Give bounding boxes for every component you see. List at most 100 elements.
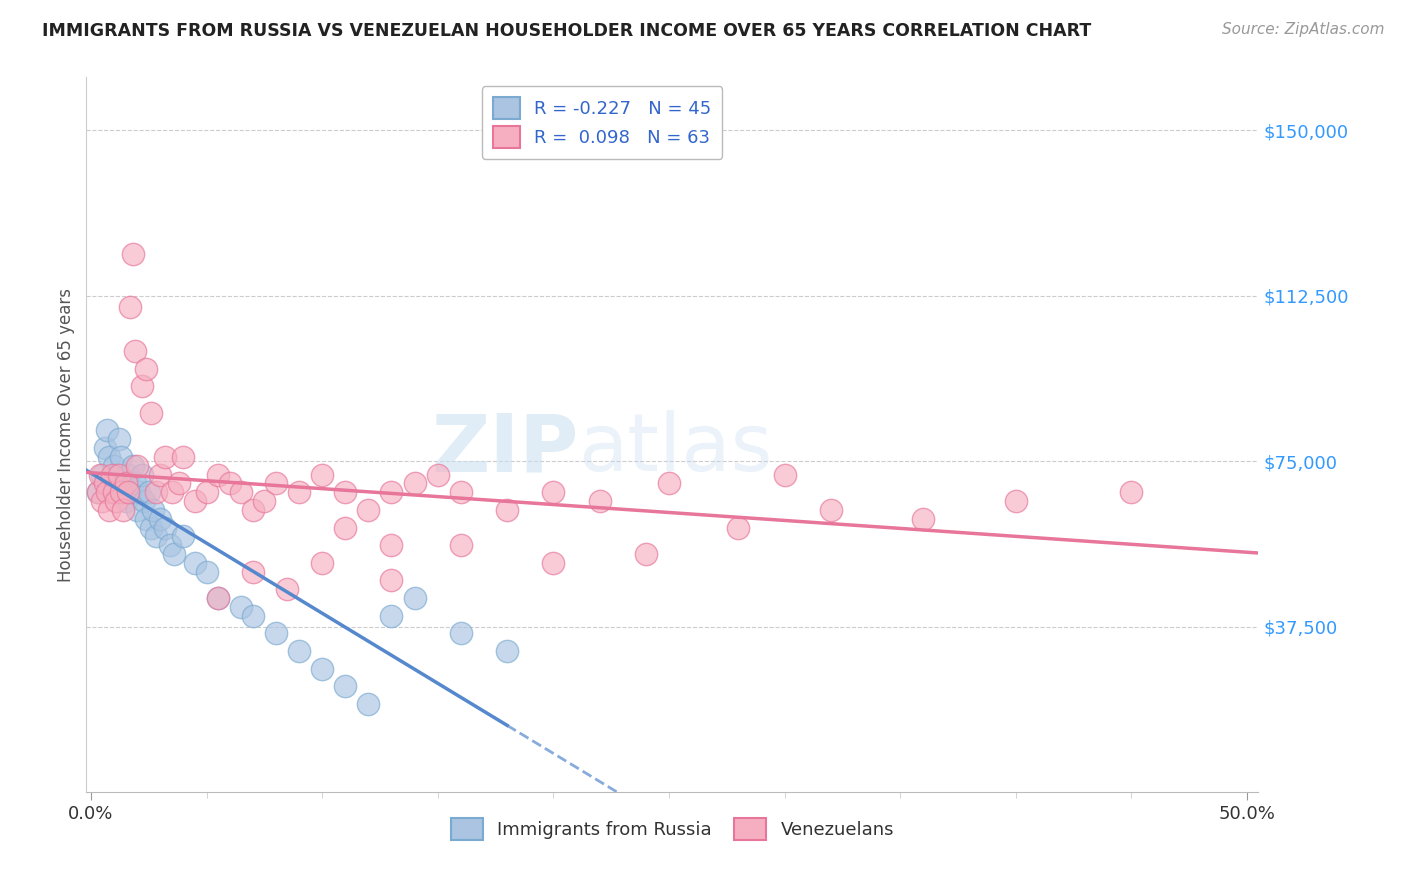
Point: [153, 450, 176, 464]
Point: [138, 485, 160, 500]
Point: [139, 406, 162, 420]
Point: [496, 644, 519, 658]
Point: [543, 485, 565, 500]
Point: [139, 520, 162, 534]
Point: [87, 485, 110, 500]
Point: [91, 467, 114, 482]
Point: [107, 467, 129, 482]
Point: [103, 485, 125, 500]
Point: [335, 679, 357, 693]
Point: [1121, 485, 1143, 500]
Point: [357, 697, 380, 711]
Point: [149, 512, 172, 526]
Point: [131, 379, 153, 393]
Point: [242, 608, 264, 623]
Point: [380, 538, 402, 552]
Point: [87, 485, 110, 500]
Point: [98, 450, 121, 464]
Point: [124, 476, 146, 491]
Text: ZIP: ZIP: [432, 410, 579, 488]
Text: Source: ZipAtlas.com: Source: ZipAtlas.com: [1222, 22, 1385, 37]
Point: [231, 599, 253, 614]
Point: [91, 494, 114, 508]
Point: [98, 503, 121, 517]
Point: [496, 503, 519, 517]
Point: [124, 344, 146, 359]
Point: [105, 494, 128, 508]
Point: [128, 485, 150, 500]
Text: atlas: atlas: [579, 410, 773, 488]
Point: [288, 644, 311, 658]
Point: [311, 556, 333, 570]
Point: [135, 512, 157, 526]
Point: [94, 476, 117, 491]
Point: [163, 547, 186, 561]
Point: [120, 485, 142, 500]
Point: [912, 512, 935, 526]
Point: [404, 476, 426, 491]
Point: [426, 467, 449, 482]
Point: [264, 626, 287, 640]
Point: [450, 538, 472, 552]
Point: [114, 476, 136, 491]
Text: IMMIGRANTS FROM RUSSIA VS VENEZUELAN HOUSEHOLDER INCOME OVER 65 YEARS CORRELATIO: IMMIGRANTS FROM RUSSIA VS VENEZUELAN HOU…: [42, 22, 1091, 40]
Point: [242, 503, 264, 517]
Point: [172, 529, 194, 543]
Point: [634, 547, 657, 561]
Point: [112, 476, 135, 491]
Point: [195, 485, 218, 500]
Point: [103, 458, 125, 473]
Point: [404, 591, 426, 606]
Point: [142, 503, 165, 517]
Point: [135, 361, 157, 376]
Point: [357, 503, 380, 517]
Point: [127, 503, 149, 517]
Point: [159, 538, 181, 552]
Point: [380, 574, 402, 588]
Point: [117, 485, 139, 500]
Point: [103, 485, 125, 500]
Point: [207, 467, 229, 482]
Point: [127, 458, 149, 473]
Point: [167, 476, 190, 491]
Point: [264, 476, 287, 491]
Point: [311, 662, 333, 676]
Point: [153, 520, 176, 534]
Point: [820, 503, 842, 517]
Point: [658, 476, 681, 491]
Point: [132, 494, 155, 508]
Point: [89, 467, 111, 482]
Point: [100, 476, 122, 491]
Point: [114, 494, 136, 508]
Point: [588, 494, 610, 508]
Point: [96, 485, 118, 500]
Point: [450, 485, 472, 500]
Point: [727, 520, 749, 534]
Point: [121, 247, 143, 261]
Point: [543, 556, 565, 570]
Point: [218, 476, 240, 491]
Point: [120, 300, 142, 314]
Point: [145, 529, 167, 543]
Point: [100, 467, 122, 482]
Point: [242, 565, 264, 579]
Point: [335, 485, 357, 500]
Point: [172, 450, 194, 464]
Y-axis label: Householder Income Over 65 years: Householder Income Over 65 years: [58, 288, 75, 582]
Point: [207, 591, 229, 606]
Point: [288, 485, 311, 500]
Point: [160, 485, 183, 500]
Point: [207, 591, 229, 606]
Point: [311, 467, 333, 482]
Point: [195, 565, 218, 579]
Point: [145, 485, 167, 500]
Point: [131, 467, 153, 482]
Point: [112, 503, 135, 517]
Point: [335, 520, 357, 534]
Point: [110, 485, 132, 500]
Point: [121, 458, 143, 473]
Point: [96, 424, 118, 438]
Point: [110, 450, 132, 464]
Point: [105, 467, 128, 482]
Point: [1004, 494, 1026, 508]
